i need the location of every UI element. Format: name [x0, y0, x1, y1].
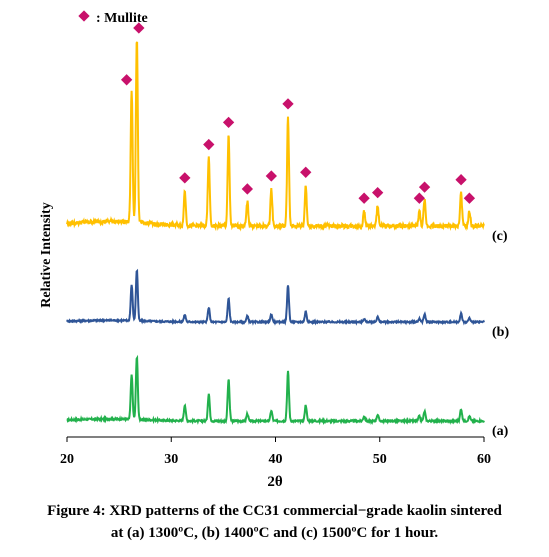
- x-tick-label: 50: [373, 452, 387, 467]
- series-labels: (a) (b) (c): [492, 229, 509, 439]
- mullite-marker: [300, 166, 312, 178]
- caption-line-2: at (a) 1300ºC, (b) 1400ºC and (c) 1500ºC…: [110, 525, 439, 541]
- mullite-marker: [120, 74, 133, 86]
- mullite-marker: [265, 170, 277, 182]
- mullite-marker: [241, 183, 254, 195]
- xrd-pattern-c: [66, 41, 485, 232]
- mullite-marker: [222, 116, 235, 129]
- mullite-marker: [372, 186, 384, 199]
- caption-line-1: Figure 4: XRD patterns of the CC31 comme…: [47, 503, 502, 519]
- x-tick-label: 30: [164, 452, 178, 467]
- figure-caption: Figure 4: XRD patterns of the CC31 comme…: [0, 500, 549, 544]
- mullite-marker: [413, 192, 426, 204]
- mullite-marker: [179, 172, 191, 184]
- mullite-marker: [455, 174, 467, 186]
- xrd-chart: 20 30 40 50 60 2θ Relative Intensity : Mulli…: [39, 10, 509, 490]
- mullite-marker: [463, 192, 476, 204]
- legend-label: : Mullite: [96, 11, 148, 26]
- x-tick-label: 60: [477, 452, 491, 467]
- xrd-pattern-b: [66, 268, 485, 326]
- series-label-a: (a): [492, 424, 509, 439]
- series-label-c: (c): [492, 229, 508, 244]
- mullite-marker: [282, 98, 294, 110]
- mullite-marker: [203, 138, 215, 151]
- x-axis-ticks: 20 30 40 50 60: [60, 437, 491, 467]
- legend: : Mullite: [78, 10, 148, 26]
- mullite-marker: [418, 181, 431, 193]
- y-axis-label: Relative Intensity: [39, 202, 54, 307]
- plot-area: [66, 41, 485, 426]
- xrd-pattern-a: [66, 354, 485, 426]
- series-label-b: (b): [492, 325, 509, 340]
- x-tick-label: 40: [269, 452, 283, 467]
- legend-marker: [78, 10, 90, 22]
- mullite-peak-markers: [120, 22, 476, 204]
- x-axis-label: 2θ: [267, 474, 283, 490]
- mullite-marker: [358, 192, 370, 204]
- x-tick-label: 20: [60, 452, 74, 467]
